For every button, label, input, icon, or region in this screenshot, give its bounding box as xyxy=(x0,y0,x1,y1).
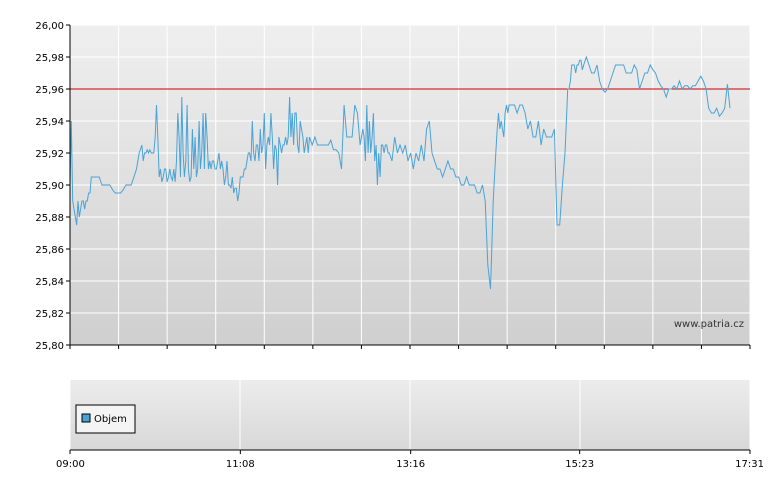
volume-grid xyxy=(69,380,751,450)
x-tick-label: 09:00 xyxy=(56,459,85,470)
y-axis-ticks: 26,00 25,98 25,96 25,94 25,92 25,90 25,88 25,86… xyxy=(35,21,70,352)
x-tick-label: 15:23 xyxy=(565,459,594,470)
y-tick-label: 25,88 xyxy=(35,213,64,224)
volume-legend: Objem xyxy=(75,404,136,434)
y-tick-label: 25,94 xyxy=(35,117,64,128)
volume-legend-swatch xyxy=(81,413,91,423)
y-tick-label: 25,90 xyxy=(35,181,64,192)
watermark: www.patria.cz xyxy=(674,319,744,330)
x-tick-label: 13:16 xyxy=(396,459,425,470)
x-axis-ticks-main xyxy=(69,345,751,349)
y-tick-label: 25,82 xyxy=(35,309,64,320)
x-axis-ticks: 09:00 11:08 13:16 15:23 17:31 xyxy=(56,450,764,470)
y-tick-label: 25,86 xyxy=(35,245,64,256)
price-series xyxy=(69,55,731,290)
x-tick-label: 17:31 xyxy=(735,459,764,470)
series-line xyxy=(69,55,731,290)
y-tick-label: 25,96 xyxy=(35,85,64,96)
volume-legend-label: Objem xyxy=(94,414,127,425)
y-tick-label: 25,80 xyxy=(35,341,64,352)
y-tick-label: 25,98 xyxy=(35,53,64,64)
y-tick-label: 25,92 xyxy=(35,149,64,160)
x-tick-label: 11:08 xyxy=(226,459,255,470)
y-tick-label: 25,84 xyxy=(35,277,64,288)
y-tick-label: 26,00 xyxy=(35,21,64,32)
